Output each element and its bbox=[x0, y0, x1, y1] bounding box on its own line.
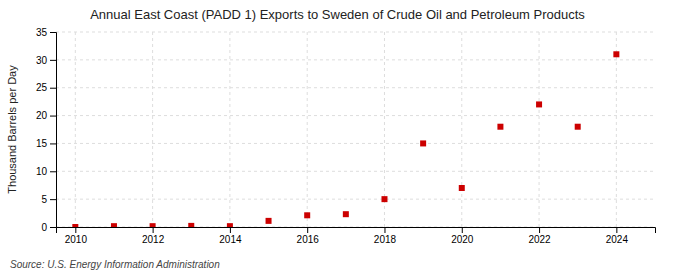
y-tick-mark bbox=[50, 60, 56, 61]
point bbox=[188, 223, 194, 227]
x-tick-mark bbox=[384, 227, 385, 233]
y-tick: 10 bbox=[36, 166, 56, 177]
point bbox=[420, 140, 426, 146]
y-tick: 0 bbox=[41, 222, 56, 233]
y-tick-mark bbox=[50, 227, 56, 228]
y-tick-label: 10 bbox=[36, 166, 48, 177]
point bbox=[381, 196, 387, 202]
x-tick-label: 2012 bbox=[142, 234, 165, 245]
point bbox=[111, 223, 117, 227]
point bbox=[459, 185, 465, 191]
x-grid-line bbox=[307, 32, 308, 227]
points bbox=[72, 51, 619, 227]
y-tick-label: 0 bbox=[41, 222, 47, 233]
x-axis: 2010 2012 2014 2016 2018 2020 2022 2024 bbox=[57, 227, 656, 245]
y-axis-line bbox=[50, 33, 57, 228]
x-tick-label: 2020 bbox=[451, 234, 474, 245]
x-axis-line bbox=[57, 228, 656, 234]
x-tick-label: 2018 bbox=[374, 234, 397, 245]
x-tick: 2022 bbox=[528, 227, 551, 245]
point bbox=[575, 124, 581, 130]
y-axis-label: Thousand Barrels per Day bbox=[6, 65, 18, 194]
x-tick-mark bbox=[616, 227, 617, 233]
x-grid-line bbox=[152, 32, 153, 227]
x-tick-label: 2010 bbox=[65, 234, 88, 245]
y-tick-mark bbox=[50, 199, 56, 200]
y-tick-label: 30 bbox=[36, 55, 48, 66]
x-tick: 2014 bbox=[219, 227, 242, 245]
x-tick-mark bbox=[462, 227, 463, 233]
y-tick-mark bbox=[50, 143, 56, 144]
point bbox=[150, 223, 156, 227]
y-tick-mark bbox=[50, 32, 56, 33]
title: Annual East Coast (PADD 1) Exports to Sw… bbox=[90, 7, 585, 22]
plot: 2010 2012 2014 2016 2018 2020 2022 2024 0 5 10 15 20… bbox=[36, 27, 656, 245]
x-tick-label: 2022 bbox=[528, 234, 551, 245]
y-grid-line bbox=[56, 199, 655, 200]
x-tick-mark bbox=[153, 227, 154, 233]
x-tick-label: 2024 bbox=[606, 234, 629, 245]
y-tick-label: 25 bbox=[36, 82, 48, 93]
x-tick-label: 2016 bbox=[297, 234, 320, 245]
y-tick: 35 bbox=[36, 27, 56, 38]
y-tick-label: 15 bbox=[36, 138, 48, 149]
x-tick: 2016 bbox=[297, 227, 320, 245]
x-grid-line bbox=[229, 32, 230, 227]
x-tick-mark bbox=[230, 227, 231, 233]
chart: 2010 2012 2014 2016 2018 2020 2022 2024 0 5 10 15 20… bbox=[0, 0, 675, 275]
y-tick-mark bbox=[50, 88, 56, 89]
y-grid-line bbox=[56, 59, 655, 60]
y-tick-label: 20 bbox=[36, 110, 48, 121]
y-grid-line bbox=[56, 87, 655, 88]
point bbox=[304, 212, 310, 218]
y-grid-line bbox=[56, 32, 655, 33]
x-tick: 2010 bbox=[65, 227, 88, 245]
point bbox=[72, 224, 78, 227]
point bbox=[497, 124, 503, 130]
x-grid-line bbox=[461, 32, 462, 227]
point bbox=[613, 51, 619, 57]
y-grid-line bbox=[56, 143, 655, 144]
y-tick: 30 bbox=[36, 55, 56, 66]
y-tick: 5 bbox=[41, 194, 56, 205]
x-tick-mark bbox=[75, 227, 76, 233]
x-grid-line bbox=[539, 32, 540, 227]
y-tick-label: 5 bbox=[41, 194, 47, 205]
x-tick-mark bbox=[539, 227, 540, 233]
x-grid-line bbox=[616, 32, 617, 227]
point bbox=[343, 211, 349, 217]
x-tick: 2024 bbox=[606, 227, 629, 245]
y-tick: 25 bbox=[36, 82, 56, 93]
point bbox=[266, 218, 272, 224]
y-tick-mark bbox=[50, 171, 56, 172]
y-axis: 0 5 10 15 20 25 30 35 bbox=[36, 27, 57, 233]
x-tick: 2020 bbox=[451, 227, 474, 245]
x-grid-line bbox=[75, 32, 76, 227]
x-tick-label: 2014 bbox=[219, 234, 242, 245]
x-tick: 2018 bbox=[374, 227, 397, 245]
x-tick: 2012 bbox=[142, 227, 165, 245]
x-tick-mark bbox=[307, 227, 308, 233]
point bbox=[227, 223, 233, 227]
y-grid-line bbox=[56, 171, 655, 172]
y-tick-mark bbox=[50, 116, 56, 117]
y-grid-line bbox=[56, 115, 655, 116]
y-tick-label: 35 bbox=[36, 27, 48, 38]
source-note: Source: U.S. Energy Information Administ… bbox=[10, 259, 220, 270]
y-tick: 15 bbox=[36, 138, 56, 149]
grid bbox=[56, 32, 655, 227]
point bbox=[536, 101, 542, 107]
y-tick: 20 bbox=[36, 110, 56, 121]
